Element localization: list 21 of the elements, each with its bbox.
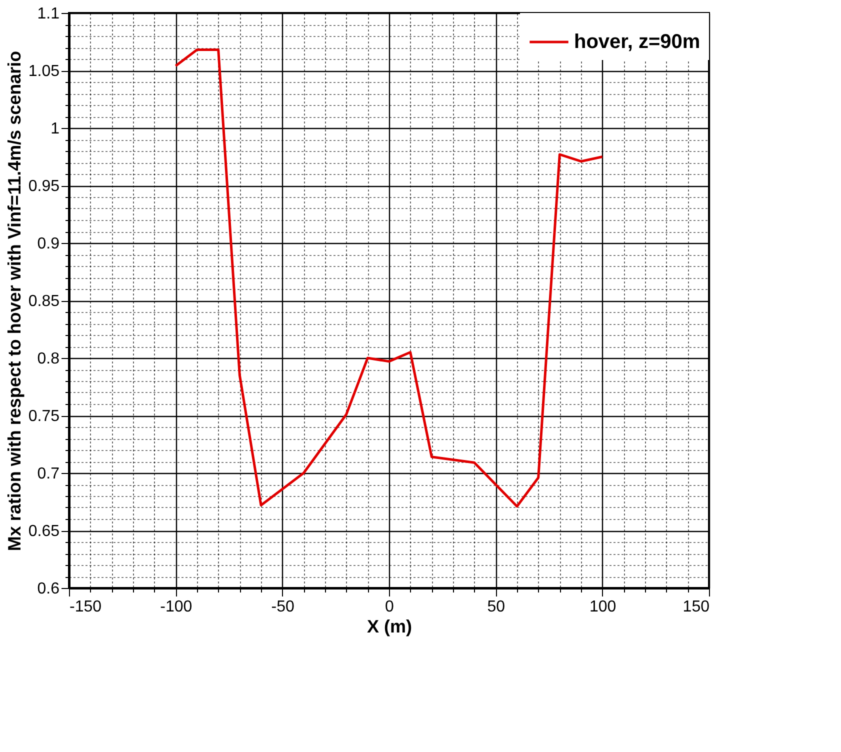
x-tick-label: 0 <box>385 598 394 616</box>
x-tick-label: -50 <box>271 598 294 616</box>
y-tick-label: 0.65 <box>28 523 60 540</box>
y-axis-title: Mx ration with respect to hover with Vinf=11.4m/s scenario <box>4 50 24 552</box>
legend-label: hover, z=90m <box>574 31 700 53</box>
y-tick-label: 0.95 <box>28 178 60 195</box>
y-tick-label: 0.75 <box>28 408 60 425</box>
x-tick-label: 150 <box>682 598 710 616</box>
y-tick-label: 0.7 <box>37 466 60 482</box>
y-tick-label: 1.05 <box>28 63 60 80</box>
x-tick-label: 100 <box>589 598 616 616</box>
x-axis-title: X (m) <box>367 616 412 636</box>
y-tick-label: 0.9 <box>37 236 60 252</box>
y-tick-label: 1 <box>50 120 60 138</box>
x-tick-label: -150 <box>70 598 102 616</box>
y-tick-label: 0.6 <box>37 580 60 598</box>
x-tick-label: -100 <box>160 598 192 616</box>
y-tick-label: 1.1 <box>37 6 60 22</box>
y-tick-label: 0.85 <box>28 293 60 310</box>
y-tick-label: 0.8 <box>37 350 60 368</box>
x-tick-label: 50 <box>487 598 506 616</box>
